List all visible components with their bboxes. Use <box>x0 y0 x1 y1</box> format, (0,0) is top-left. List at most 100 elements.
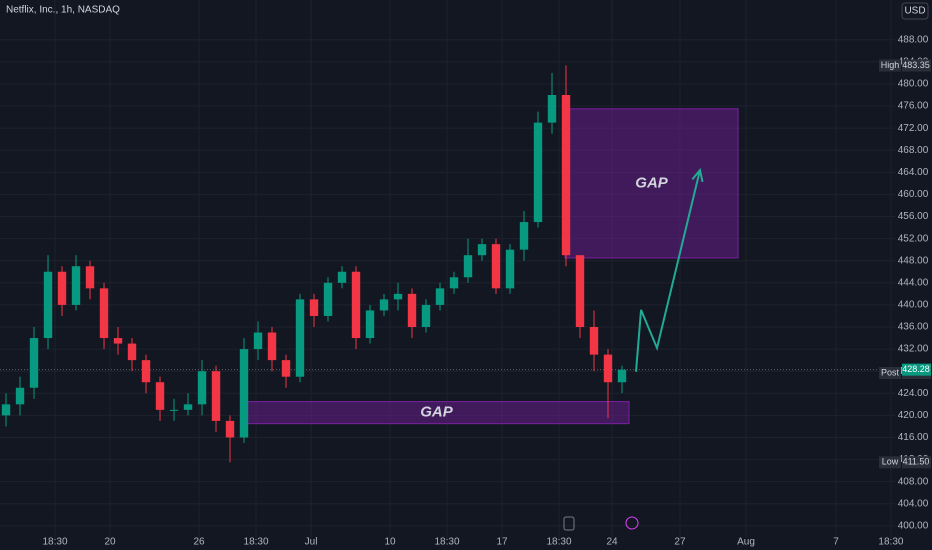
y-tick-label: 488.00 <box>898 34 929 45</box>
y-tick-label: 404.00 <box>898 498 929 509</box>
candle-body <box>197 371 207 405</box>
last-price-box <box>902 363 931 376</box>
currency[interactable]: USD <box>904 6 925 17</box>
x-tick-label: 18:30 <box>434 537 459 548</box>
price-marker-value: 411.50 <box>903 457 930 467</box>
candle-body <box>309 299 319 316</box>
candle-body <box>421 304 431 327</box>
candle-body <box>519 222 529 250</box>
candle-body <box>505 249 515 289</box>
candle-body <box>281 360 291 377</box>
y-tick-label: 436.00 <box>898 322 929 333</box>
candle-body <box>295 299 305 377</box>
candle-body <box>603 354 613 383</box>
x-tick-label: 18:30 <box>546 537 571 548</box>
price-marker-name-box <box>879 456 901 469</box>
candle-body <box>617 369 627 383</box>
candle-body <box>337 271 347 283</box>
candle-body <box>183 404 193 410</box>
price-marker-name: Low <box>882 457 899 467</box>
candle-body <box>351 271 361 339</box>
price-marker-box <box>902 59 931 72</box>
x-tick-label: 18:30 <box>878 537 903 548</box>
chart-title: Netflix, Inc., 1h, NASDAQ <box>6 5 120 16</box>
y-tick-label: 456.00 <box>898 211 929 222</box>
event-icon[interactable] <box>625 516 639 530</box>
candle-body <box>127 343 137 361</box>
price-marker-name-box <box>879 59 901 72</box>
earnings-icon[interactable] <box>563 516 575 531</box>
candle-body <box>57 271 67 305</box>
currency-box[interactable] <box>901 2 929 20</box>
projection-arrow <box>635 169 701 372</box>
candle-body <box>575 255 585 327</box>
price-marker-name: High <box>881 60 900 70</box>
y-tick-label: 476.00 <box>898 101 929 112</box>
y-tick-label: 472.00 <box>898 123 929 134</box>
candle-body <box>211 371 221 421</box>
x-tick-label: 17 <box>496 537 508 548</box>
candle-body <box>225 420 235 438</box>
candle-body <box>113 338 123 344</box>
candle-body <box>589 326 599 355</box>
candle-body <box>365 310 375 339</box>
arrow-head <box>691 167 704 183</box>
y-tick-label: 408.00 <box>898 476 929 487</box>
price-marker-name-box <box>879 367 901 380</box>
candle-body <box>491 244 501 289</box>
gap-zone <box>564 108 739 259</box>
y-tick-label: 468.00 <box>898 145 929 156</box>
x-tick-label: 7 <box>833 537 839 548</box>
candle-body <box>239 349 249 438</box>
y-tick-label: 448.00 <box>898 255 929 266</box>
gap-label: GAP <box>420 404 454 421</box>
candle-body <box>155 382 165 410</box>
candle-body <box>435 288 445 305</box>
candle-body <box>407 293 417 327</box>
price-marker-box <box>902 456 931 469</box>
x-tick-label: 24 <box>607 537 619 548</box>
y-tick-label: 420.00 <box>898 410 929 421</box>
candle-body <box>323 282 333 316</box>
y-tick-label: 460.00 <box>898 189 929 200</box>
candle-body <box>533 122 543 223</box>
price-marker-value: 483.35 <box>902 60 930 70</box>
y-tick-label: 452.00 <box>898 233 929 244</box>
candle-body <box>379 299 389 311</box>
candle-body <box>15 387 25 405</box>
candle-body <box>463 255 473 278</box>
candle-body <box>99 288 109 339</box>
gap-label: GAP <box>635 174 669 191</box>
y-tick-label: 444.00 <box>898 277 929 288</box>
x-tick-label: 10 <box>384 537 396 548</box>
y-tick-label: 400.00 <box>898 520 929 531</box>
candle-body <box>85 266 95 289</box>
candle-body <box>393 293 403 300</box>
x-tick-label: 20 <box>104 537 116 548</box>
x-tick-label: Aug <box>737 537 755 548</box>
y-tick-label: 440.00 <box>898 300 929 311</box>
y-tick-label: 464.00 <box>898 167 929 178</box>
y-tick-label: 424.00 <box>898 388 929 399</box>
candle-body <box>547 95 557 123</box>
candle-body <box>561 95 571 256</box>
candle-body <box>141 360 151 383</box>
candle-body <box>71 266 81 305</box>
candle-body <box>43 271 53 339</box>
x-tick-label: 27 <box>674 537 686 548</box>
x-tick-label: 26 <box>194 537 206 548</box>
price-marker-name: Post <box>881 367 900 377</box>
candle-body <box>29 338 39 388</box>
y-tick-label: 480.00 <box>898 79 929 90</box>
plot-area: GAP GAP <box>0 0 895 538</box>
candle-body <box>169 409 179 411</box>
candle-body <box>1 404 11 416</box>
y-tick-label: 432.00 <box>898 344 929 355</box>
x-tick-label: 18:30 <box>43 537 68 548</box>
candle-body <box>449 277 459 289</box>
x-tick-label: 18:30 <box>244 537 269 548</box>
candle-body <box>267 332 277 361</box>
last-price-value: 428.28 <box>902 364 930 374</box>
y-tick-label: 416.00 <box>898 432 929 443</box>
